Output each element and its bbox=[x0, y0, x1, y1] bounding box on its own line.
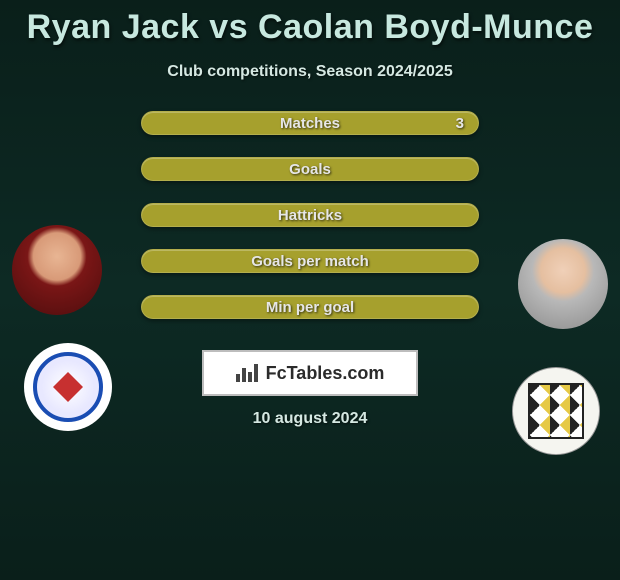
player-left-avatar bbox=[12, 225, 102, 315]
crest-center-icon bbox=[53, 372, 83, 402]
club-left-crest bbox=[24, 343, 112, 431]
avatar-placeholder-icon bbox=[518, 239, 608, 329]
crest-checker-icon bbox=[528, 383, 584, 439]
bar-chart-icon bbox=[236, 364, 258, 382]
stat-label: Hattricks bbox=[278, 207, 342, 224]
crest-ring-icon bbox=[33, 352, 103, 422]
stat-bars: Matches 3 Goals Hattricks Goals per matc… bbox=[141, 111, 479, 319]
stat-label: Matches bbox=[280, 115, 340, 132]
stat-label: Goals bbox=[289, 161, 331, 178]
page-title: Ryan Jack vs Caolan Boyd-Munce bbox=[0, 0, 620, 47]
stat-label: Goals per match bbox=[251, 253, 369, 270]
stat-label: Min per goal bbox=[266, 299, 354, 316]
stat-value-right: 3 bbox=[456, 115, 464, 132]
subtitle: Club competitions, Season 2024/2025 bbox=[0, 63, 620, 81]
stat-bar-goals-per-match: Goals per match bbox=[141, 249, 479, 273]
brand-box: FcTables.com bbox=[202, 350, 418, 396]
stat-bar-hattricks: Hattricks bbox=[141, 203, 479, 227]
date-label: 10 august 2024 bbox=[253, 410, 368, 428]
player-right-avatar bbox=[518, 239, 608, 329]
stat-bar-goals: Goals bbox=[141, 157, 479, 181]
avatar-placeholder-icon bbox=[12, 225, 102, 315]
stat-bar-matches: Matches 3 bbox=[141, 111, 479, 135]
stat-bar-min-per-goal: Min per goal bbox=[141, 295, 479, 319]
brand-label: FcTables.com bbox=[266, 363, 385, 384]
club-right-crest bbox=[512, 367, 600, 455]
comparison-content: Matches 3 Goals Hattricks Goals per matc… bbox=[0, 111, 620, 351]
